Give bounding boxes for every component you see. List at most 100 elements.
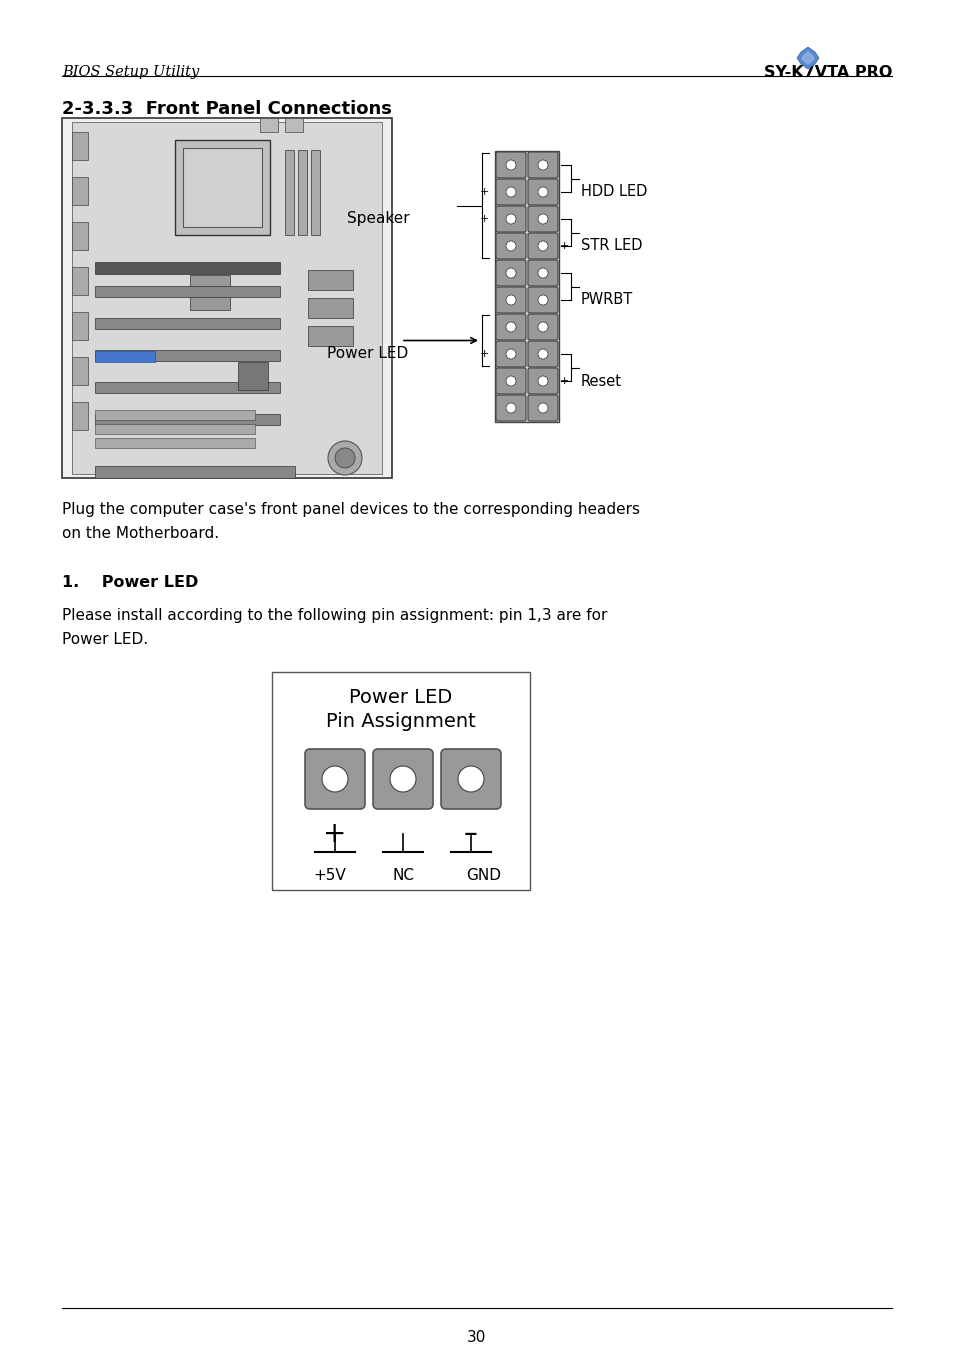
Text: 2-3.3.3  Front Panel Connections: 2-3.3.3 Front Panel Connections bbox=[62, 100, 392, 118]
Text: 30: 30 bbox=[467, 1329, 486, 1346]
FancyBboxPatch shape bbox=[305, 748, 365, 809]
Text: Please install according to the following pin assignment: pin 1,3 are for: Please install according to the followin… bbox=[62, 608, 607, 623]
Text: Speaker: Speaker bbox=[347, 212, 409, 227]
FancyBboxPatch shape bbox=[496, 313, 525, 340]
FancyBboxPatch shape bbox=[527, 178, 558, 205]
FancyBboxPatch shape bbox=[260, 118, 277, 132]
FancyBboxPatch shape bbox=[71, 177, 88, 205]
Text: HDD LED: HDD LED bbox=[580, 185, 647, 200]
Text: BIOS Setup Utility: BIOS Setup Utility bbox=[62, 65, 199, 78]
Text: Power LED: Power LED bbox=[327, 346, 408, 362]
Circle shape bbox=[328, 440, 361, 476]
FancyBboxPatch shape bbox=[71, 403, 88, 430]
Circle shape bbox=[505, 403, 516, 413]
Circle shape bbox=[457, 766, 483, 792]
Text: PWRBT: PWRBT bbox=[580, 293, 633, 308]
FancyBboxPatch shape bbox=[272, 671, 530, 890]
FancyBboxPatch shape bbox=[95, 409, 254, 420]
FancyBboxPatch shape bbox=[496, 178, 525, 205]
Text: Reset: Reset bbox=[580, 373, 621, 389]
Circle shape bbox=[505, 322, 516, 332]
Circle shape bbox=[505, 349, 516, 359]
FancyBboxPatch shape bbox=[71, 357, 88, 385]
Circle shape bbox=[537, 240, 547, 251]
FancyBboxPatch shape bbox=[183, 149, 262, 227]
Text: Pin Assignment: Pin Assignment bbox=[326, 712, 476, 731]
Circle shape bbox=[505, 159, 516, 170]
Text: Power LED.: Power LED. bbox=[62, 632, 148, 647]
FancyBboxPatch shape bbox=[95, 413, 280, 426]
FancyBboxPatch shape bbox=[496, 394, 525, 422]
FancyBboxPatch shape bbox=[496, 205, 525, 232]
FancyBboxPatch shape bbox=[527, 232, 558, 259]
Text: +: + bbox=[479, 186, 489, 197]
FancyBboxPatch shape bbox=[496, 232, 525, 259]
Circle shape bbox=[505, 213, 516, 224]
Circle shape bbox=[505, 186, 516, 197]
FancyBboxPatch shape bbox=[527, 205, 558, 232]
Circle shape bbox=[537, 295, 547, 305]
Circle shape bbox=[537, 213, 547, 224]
FancyBboxPatch shape bbox=[95, 262, 280, 274]
Circle shape bbox=[322, 766, 348, 792]
Text: GND: GND bbox=[465, 867, 500, 884]
Text: +: + bbox=[323, 820, 346, 848]
FancyBboxPatch shape bbox=[190, 276, 230, 309]
Circle shape bbox=[505, 267, 516, 278]
Polygon shape bbox=[796, 47, 818, 69]
FancyBboxPatch shape bbox=[237, 362, 268, 390]
FancyBboxPatch shape bbox=[440, 748, 500, 809]
FancyBboxPatch shape bbox=[71, 222, 88, 250]
FancyBboxPatch shape bbox=[311, 150, 319, 235]
Circle shape bbox=[505, 295, 516, 305]
FancyBboxPatch shape bbox=[308, 299, 353, 317]
Text: +: + bbox=[479, 213, 489, 224]
FancyBboxPatch shape bbox=[285, 150, 294, 235]
FancyBboxPatch shape bbox=[95, 317, 280, 330]
Circle shape bbox=[537, 186, 547, 197]
Text: +: + bbox=[479, 349, 489, 359]
Text: on the Motherboard.: on the Motherboard. bbox=[62, 526, 219, 540]
Polygon shape bbox=[801, 51, 814, 65]
Text: Plug the computer case's front panel devices to the corresponding headers: Plug the computer case's front panel dev… bbox=[62, 503, 639, 517]
FancyBboxPatch shape bbox=[527, 367, 558, 394]
Text: STR LED: STR LED bbox=[580, 239, 641, 254]
FancyBboxPatch shape bbox=[285, 118, 303, 132]
FancyBboxPatch shape bbox=[527, 286, 558, 313]
Text: –: – bbox=[463, 820, 477, 848]
FancyBboxPatch shape bbox=[496, 259, 525, 286]
Text: 1.    Power LED: 1. Power LED bbox=[62, 576, 198, 590]
FancyBboxPatch shape bbox=[62, 118, 392, 478]
FancyBboxPatch shape bbox=[527, 259, 558, 286]
FancyBboxPatch shape bbox=[95, 382, 280, 393]
FancyBboxPatch shape bbox=[308, 326, 353, 346]
FancyBboxPatch shape bbox=[527, 153, 558, 178]
FancyBboxPatch shape bbox=[95, 351, 154, 362]
Text: +: + bbox=[559, 240, 569, 251]
Circle shape bbox=[537, 403, 547, 413]
Circle shape bbox=[537, 349, 547, 359]
FancyBboxPatch shape bbox=[496, 286, 525, 313]
FancyBboxPatch shape bbox=[527, 340, 558, 367]
FancyBboxPatch shape bbox=[527, 394, 558, 422]
Text: SY-K7VTA PRO: SY-K7VTA PRO bbox=[762, 65, 891, 80]
FancyBboxPatch shape bbox=[95, 424, 254, 434]
FancyBboxPatch shape bbox=[71, 132, 88, 159]
FancyBboxPatch shape bbox=[95, 286, 280, 297]
FancyBboxPatch shape bbox=[71, 312, 88, 340]
Circle shape bbox=[537, 159, 547, 170]
FancyBboxPatch shape bbox=[373, 748, 433, 809]
FancyBboxPatch shape bbox=[297, 150, 307, 235]
Text: +: + bbox=[559, 376, 569, 386]
Circle shape bbox=[505, 376, 516, 386]
Text: +5V: +5V bbox=[313, 867, 345, 884]
Circle shape bbox=[335, 449, 355, 467]
FancyBboxPatch shape bbox=[496, 340, 525, 367]
FancyBboxPatch shape bbox=[308, 270, 353, 290]
FancyBboxPatch shape bbox=[95, 350, 280, 361]
FancyBboxPatch shape bbox=[95, 438, 254, 449]
FancyBboxPatch shape bbox=[496, 153, 525, 178]
FancyBboxPatch shape bbox=[496, 367, 525, 394]
Circle shape bbox=[537, 267, 547, 278]
FancyBboxPatch shape bbox=[71, 122, 381, 474]
